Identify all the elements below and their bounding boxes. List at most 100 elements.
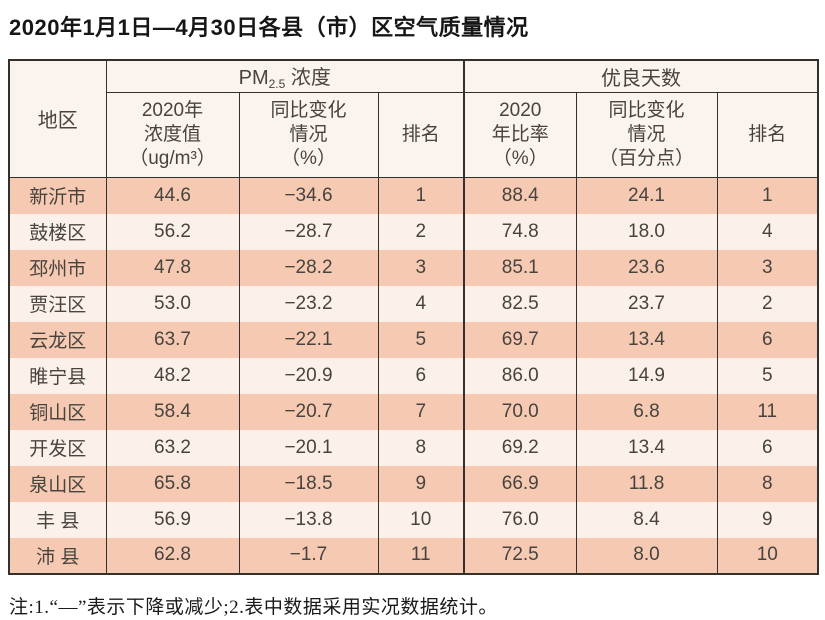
good-change-cell: 8.0 xyxy=(575,537,717,574)
header-region: 地区 xyxy=(8,59,106,178)
good-rank-cell: 10 xyxy=(716,537,819,574)
pm-value-cell: 58.4 xyxy=(105,393,239,430)
header-pm-change: 同比变化 情况 （%） xyxy=(238,92,378,178)
pm-value-cell: 63.2 xyxy=(105,429,239,466)
good-change-cell: 6.8 xyxy=(575,393,717,430)
good-change-cell: 13.4 xyxy=(575,429,717,466)
header-good-rank: 排名 xyxy=(716,92,819,178)
pm-change-cell: −34.6 xyxy=(238,177,378,214)
good-rate-cell: 66.9 xyxy=(463,465,576,502)
table-row: 铜山区 58.4 −20.7 7 70.0 6.8 11 xyxy=(8,393,819,430)
pm-rank-cell: 7 xyxy=(377,393,464,430)
group-header-row: 地区 PM2.5 浓度 优良天数 xyxy=(8,59,819,178)
table-row: 泉山区 65.8 −18.5 9 66.9 11.8 8 xyxy=(8,465,819,502)
good-rate-cell: 74.8 xyxy=(463,213,576,250)
pm-change-cell: −18.5 xyxy=(238,465,378,502)
good-rank-cell: 6 xyxy=(716,429,819,466)
header-good-rate: 2020 年比率 （%） xyxy=(463,92,576,178)
good-change-cell: 14.9 xyxy=(575,357,717,394)
pm-change-cell: −22.1 xyxy=(238,321,378,358)
region-cell: 沛 县 xyxy=(8,537,106,574)
good-rate-cell: 86.0 xyxy=(463,357,576,394)
region-cell: 睢宁县 xyxy=(8,357,106,394)
header-group-pm25: PM2.5 浓度 xyxy=(105,59,464,93)
good-change-cell: 8.4 xyxy=(575,501,717,538)
table-row: 鼓楼区 56.2 −28.7 2 74.8 18.0 4 xyxy=(8,213,819,250)
pm-value-cell: 53.0 xyxy=(105,285,239,322)
good-rate-cell: 88.4 xyxy=(463,177,576,214)
good-rank-cell: 4 xyxy=(716,213,819,250)
pm-rank-cell: 3 xyxy=(377,249,464,286)
pm-rank-cell: 2 xyxy=(377,213,464,250)
pm-subscript: 2.5 xyxy=(268,77,286,92)
region-cell: 丰 县 xyxy=(8,501,106,538)
pm-rank-cell: 6 xyxy=(377,357,464,394)
table-row: 开发区 63.2 −20.1 8 69.2 13.4 6 xyxy=(8,429,819,466)
pm-change-cell: −20.1 xyxy=(238,429,378,466)
pm-change-cell: −1.7 xyxy=(238,537,378,574)
good-rank-cell: 9 xyxy=(716,501,819,538)
table-row: 沛 县 62.8 −1.7 11 72.5 8.0 10 xyxy=(8,537,819,574)
pm-label: PM xyxy=(238,67,269,90)
pm-value-cell: 48.2 xyxy=(105,357,239,394)
table-body: 新沂市 44.6 −34.6 1 88.4 24.1 1 鼓楼区 56.2 −28.7 2 74.8 1… xyxy=(8,177,819,574)
page-title: 2020年1月1日—4月30日各县（市）区空气质量情况 xyxy=(9,15,529,40)
pm-value-cell: 56.2 xyxy=(105,213,239,250)
good-rank-cell: 11 xyxy=(716,393,819,430)
pm-value-cell: 65.8 xyxy=(105,465,239,502)
good-change-cell: 11.8 xyxy=(575,465,717,502)
air-quality-table: 地区 PM2.5 浓度 优良天数 2020年 浓度值 （ug/m³） 同比变化 … xyxy=(8,58,820,575)
pm-change-cell: −20.7 xyxy=(238,393,378,430)
region-cell: 新沂市 xyxy=(8,177,106,214)
pm-value-cell: 63.7 xyxy=(105,321,239,358)
good-rate-cell: 69.7 xyxy=(463,321,576,358)
pm-rank-cell: 11 xyxy=(377,537,464,574)
region-cell: 云龙区 xyxy=(8,321,106,358)
header-group-good-days: 优良天数 xyxy=(462,59,819,93)
region-cell: 鼓楼区 xyxy=(8,213,106,250)
pm-value-cell: 44.6 xyxy=(105,177,239,214)
good-rank-cell: 5 xyxy=(716,357,819,394)
table-row: 丰 县 56.9 −13.8 10 76.0 8.4 9 xyxy=(8,501,819,538)
table-row: 新沂市 44.6 −34.6 1 88.4 24.1 1 xyxy=(8,177,819,214)
good-rank-cell: 2 xyxy=(716,285,819,322)
header-good-change: 同比变化 情况 （百分点） xyxy=(575,92,717,178)
pm-rank-cell: 10 xyxy=(377,501,464,538)
pm-change-cell: −13.8 xyxy=(238,501,378,538)
good-rate-cell: 72.5 xyxy=(463,537,576,574)
pm-group-suffix: 浓度 xyxy=(285,67,331,90)
table-header: 地区 PM2.5 浓度 优良天数 2020年 浓度值 （ug/m³） 同比变化 … xyxy=(8,59,819,178)
good-rate-cell: 70.0 xyxy=(463,393,576,430)
table-row: 睢宁县 48.2 −20.9 6 86.0 14.9 5 xyxy=(8,357,819,394)
good-rate-cell: 82.5 xyxy=(463,285,576,322)
pm-value-cell: 47.8 xyxy=(105,249,239,286)
good-rank-cell: 1 xyxy=(716,177,819,214)
good-rate-cell: 85.1 xyxy=(463,249,576,286)
pm-change-cell: −28.2 xyxy=(238,249,378,286)
good-change-cell: 23.7 xyxy=(575,285,717,322)
good-change-cell: 23.6 xyxy=(575,249,717,286)
table-row: 贾汪区 53.0 −23.2 4 82.5 23.7 2 xyxy=(8,285,819,322)
pm-change-cell: −28.7 xyxy=(238,213,378,250)
pm-value-cell: 62.8 xyxy=(105,537,239,574)
pm-rank-cell: 1 xyxy=(377,177,464,214)
region-cell: 贾汪区 xyxy=(8,285,106,322)
good-rank-cell: 3 xyxy=(716,249,819,286)
pm-rank-cell: 4 xyxy=(377,285,464,322)
pm-rank-cell: 9 xyxy=(377,465,464,502)
good-rate-cell: 76.0 xyxy=(463,501,576,538)
region-cell: 开发区 xyxy=(8,429,106,466)
region-cell: 泉山区 xyxy=(8,465,106,502)
pm-rank-cell: 8 xyxy=(377,429,464,466)
good-change-cell: 13.4 xyxy=(575,321,717,358)
footnote: 注:1.“—”表示下降或减少;2.表中数据采用实况数据统计。 xyxy=(9,596,498,618)
region-cell: 铜山区 xyxy=(8,393,106,430)
good-change-cell: 18.0 xyxy=(575,213,717,250)
good-rate-cell: 69.2 xyxy=(463,429,576,466)
table-row: 云龙区 63.7 −22.1 5 69.7 13.4 6 xyxy=(8,321,819,358)
pm-value-cell: 56.9 xyxy=(105,501,239,538)
region-cell: 邳州市 xyxy=(8,249,106,286)
header-pm-value: 2020年 浓度值 （ug/m³） xyxy=(105,92,239,178)
sub-header-row: 2020年 浓度值 （ug/m³） 同比变化 情况 （%） 排名 2020 年比… xyxy=(9,92,819,178)
pm-change-cell: −20.9 xyxy=(238,357,378,394)
